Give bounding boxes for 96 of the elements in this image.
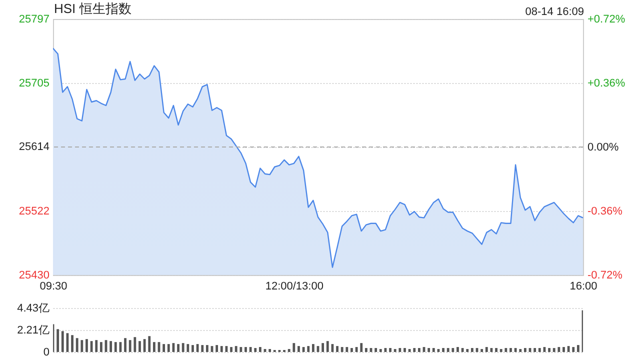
- x-tick-label: 16:00: [570, 280, 598, 292]
- bar: [480, 349, 484, 352]
- bar: [524, 348, 526, 352]
- bar: [442, 348, 444, 352]
- bar: [534, 348, 536, 352]
- text: 08-14 16:09: [525, 6, 584, 18]
- bar: [364, 348, 368, 352]
- bar: [186, 344, 190, 352]
- bar: [428, 348, 430, 352]
- bar: [80, 340, 84, 352]
- y2-tick-label: -0.36%: [588, 206, 623, 218]
- bar: [350, 348, 353, 352]
- y-tick-label: 4.43亿: [17, 302, 50, 314]
- bar: [240, 347, 242, 352]
- bar: [61, 331, 64, 352]
- y2-tick-label: +0.72%: [588, 14, 626, 26]
- bar: [548, 348, 550, 352]
- bar: [167, 344, 170, 352]
- bar: [288, 349, 290, 352]
- bar: [71, 335, 74, 352]
- bar: [418, 348, 420, 352]
- bar: [206, 345, 208, 352]
- bar: [192, 345, 194, 352]
- bar: [326, 341, 329, 352]
- bar: [100, 342, 102, 352]
- bar: [95, 340, 98, 352]
- bar: [258, 347, 262, 352]
- bar: [177, 344, 180, 352]
- bar: [134, 337, 136, 352]
- bar: [432, 348, 435, 352]
- bar: [268, 349, 272, 352]
- bar: [182, 343, 184, 352]
- bar: [346, 347, 348, 352]
- y-tick-label: 25522: [18, 205, 50, 218]
- bar: [244, 347, 247, 352]
- bar: [216, 345, 218, 352]
- y-tick-label: 2.21亿: [17, 324, 50, 337]
- bar: [322, 343, 324, 352]
- y-tick-label: 25797: [18, 14, 50, 26]
- bar: [495, 348, 498, 352]
- bar: [124, 338, 126, 352]
- y2-tick-label: +0.36%: [588, 78, 626, 90]
- bar: [572, 347, 575, 352]
- bar: [374, 348, 378, 352]
- bar: [500, 349, 502, 352]
- y2-tick-label: 0.00%: [588, 142, 619, 154]
- bar: [152, 342, 156, 352]
- bar: [519, 349, 522, 352]
- bar: [234, 346, 238, 352]
- y2-tick-label: -0.72%: [588, 270, 623, 282]
- bar: [398, 348, 402, 352]
- bar: [138, 341, 141, 352]
- bar: [312, 344, 314, 352]
- bar: [230, 347, 232, 352]
- bar: [336, 346, 338, 352]
- bar: [56, 329, 60, 352]
- bar: [292, 343, 296, 352]
- bar: [340, 347, 344, 352]
- bar: [110, 341, 112, 352]
- bar: [404, 348, 406, 352]
- y-tick-label: 25614: [18, 141, 50, 154]
- bar: [456, 347, 459, 352]
- bar: [389, 348, 392, 352]
- chart-title: HSI 恒生指数: [54, 0, 132, 18]
- bar: [162, 344, 166, 352]
- bar: [201, 345, 204, 352]
- bar: [76, 338, 78, 352]
- bar: [576, 345, 580, 352]
- bar: [413, 348, 416, 352]
- bar: [128, 340, 132, 352]
- bar: [360, 343, 363, 352]
- bar: [220, 346, 223, 352]
- y-tick-label: 25430: [18, 270, 50, 282]
- bar: [485, 347, 488, 352]
- y-tick-label: 25705: [18, 78, 50, 90]
- bar: [298, 346, 300, 352]
- bar: [148, 336, 151, 352]
- bar: [394, 349, 396, 352]
- bar: [254, 348, 257, 352]
- x-tick-label: 09:30: [40, 280, 68, 292]
- bar: [510, 348, 512, 352]
- y-tick-label: 0: [43, 346, 50, 358]
- bar: [552, 348, 556, 352]
- bar: [558, 347, 560, 352]
- bar: [446, 348, 450, 352]
- bar: [114, 342, 117, 352]
- bar: [562, 347, 565, 352]
- bar: [504, 348, 508, 352]
- bar: [452, 348, 454, 352]
- bar: [470, 348, 474, 352]
- bar: [307, 346, 310, 352]
- x-tick-label: 12:00/13:00: [265, 280, 324, 292]
- bar: [538, 348, 541, 352]
- bar: [86, 339, 88, 352]
- bar: [379, 349, 382, 352]
- bar: [466, 349, 469, 352]
